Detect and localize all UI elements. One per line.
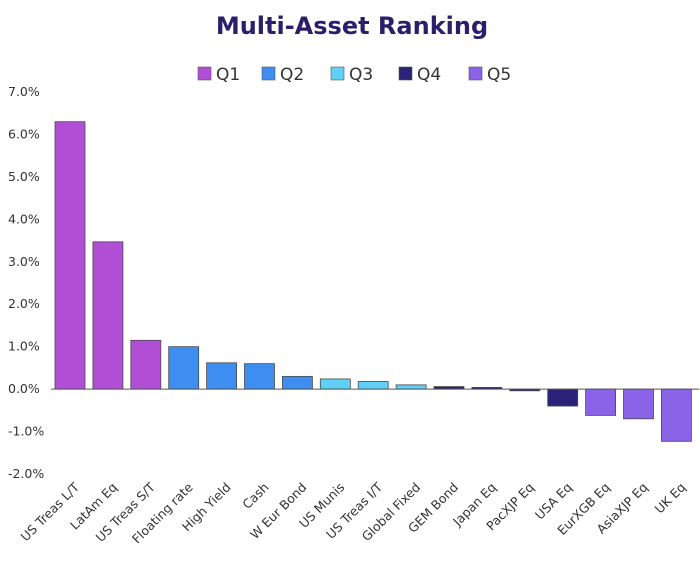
y-tick-label: 1.0% xyxy=(8,339,40,354)
bar-global-fixed xyxy=(395,384,427,390)
legend-swatch-q2 xyxy=(261,66,276,81)
chart-title: Multi-Asset Ranking xyxy=(216,12,488,40)
y-tick-label: 4.0% xyxy=(8,211,40,226)
y-tick-label: 0.0% xyxy=(8,381,40,396)
legend: Q1 Q2 Q3 Q4 Q5 xyxy=(197,65,511,85)
y-tick-label: -1.0% xyxy=(8,424,44,439)
y-tick-label: -2.0% xyxy=(8,466,44,481)
x-tick-label: Cash xyxy=(239,480,271,512)
bar-asiaxjp-eq xyxy=(623,388,654,420)
legend-label-q2: Q2 xyxy=(280,65,304,85)
legend-label-q3: Q3 xyxy=(349,65,373,85)
bar-us-munis xyxy=(319,378,351,390)
bar-us-treas-l-t xyxy=(54,121,86,390)
x-tick-label: UK Eq xyxy=(652,480,689,517)
legend-swatch-q5 xyxy=(468,66,483,81)
bar-us-treas-i-t xyxy=(357,381,389,390)
y-tick-label: 5.0% xyxy=(8,169,40,184)
legend-label-q5: Q5 xyxy=(487,65,511,85)
bars xyxy=(54,121,692,442)
bar-high-yield xyxy=(206,362,238,390)
bar-us-treas-s-t xyxy=(130,339,162,390)
y-axis: 7.0% 6.0% 5.0% 4.0% 3.0% 2.0% 1.0% 0.0% -1.0% -2.… xyxy=(8,84,44,481)
y-tick-label: 3.0% xyxy=(8,254,40,269)
bar-floating-rate xyxy=(168,346,200,390)
bar-usa-eq xyxy=(547,388,579,407)
legend-swatch-q3 xyxy=(330,66,345,81)
y-tick-label: 2.0% xyxy=(8,296,40,311)
bar-latam-eq xyxy=(92,241,124,390)
y-tick-label: 6.0% xyxy=(8,126,40,141)
bar-uk-eq xyxy=(661,388,692,442)
bar-w-eur-bond xyxy=(281,375,313,390)
bar-cash xyxy=(244,363,275,390)
bar-eurxgb-eq xyxy=(585,388,616,416)
y-tick-label: 7.0% xyxy=(8,84,40,99)
legend-swatch-q1 xyxy=(197,66,212,81)
legend-label-q4: Q4 xyxy=(417,65,441,85)
legend-swatch-q4 xyxy=(398,66,413,81)
x-tick-label: US Treas L/T xyxy=(18,479,83,544)
legend-label-q1: Q1 xyxy=(216,65,240,85)
